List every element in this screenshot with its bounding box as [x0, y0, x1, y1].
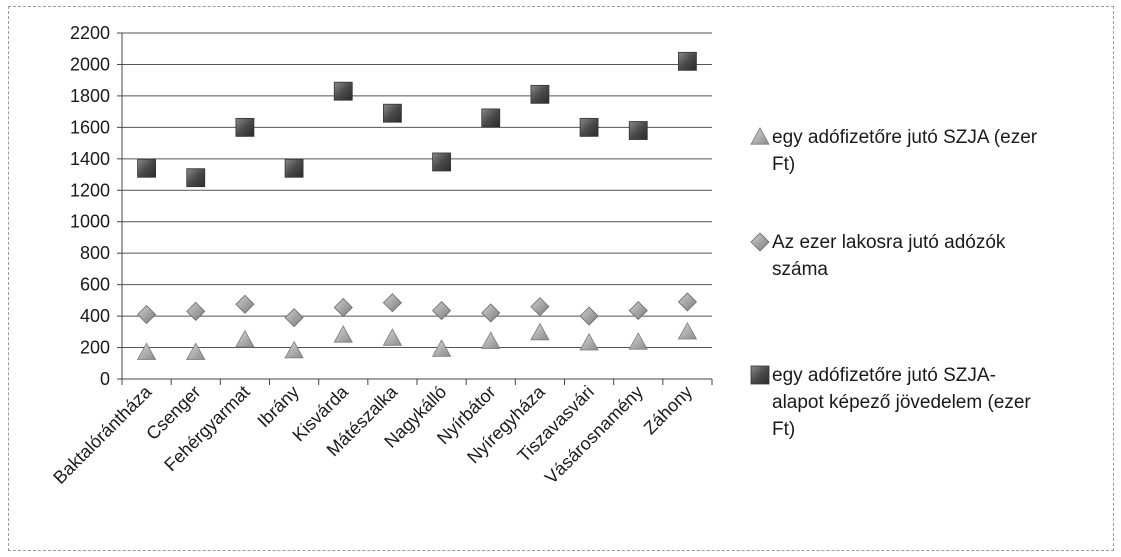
legend-label: száma: [772, 259, 828, 280]
data-point-square: [235, 117, 255, 137]
data-point-square: [137, 158, 156, 178]
data-point-diamond: [333, 297, 353, 318]
data-point-triangle: [677, 321, 698, 340]
data-point-diamond: [432, 301, 452, 321]
y-tick-label: 1400: [70, 149, 110, 169]
data-point-triangle: [284, 340, 304, 359]
data-point-diamond: [677, 292, 697, 312]
data-point-triangle: [382, 328, 403, 346]
y-tick-labels: 0 200 400 600 800 1000 1200 1400 1600 1800 2000 220…: [70, 23, 110, 389]
data-point-triangle: [136, 342, 157, 360]
data-point-triangle: [579, 333, 599, 351]
data-point-diamond: [235, 294, 255, 314]
data-point-triangle: [333, 325, 353, 343]
data-point-triangle: [481, 331, 501, 349]
y-tick-label: 400: [80, 306, 110, 326]
y-tick-label: 1600: [70, 117, 110, 137]
legend-marker-square: [750, 365, 770, 385]
axes: [117, 32, 713, 385]
y-tick-label: 1200: [70, 180, 110, 200]
gridlines: [122, 32, 712, 349]
legend-label: Ft): [772, 154, 795, 175]
data-point-square: [333, 81, 353, 101]
legend-label: alapot képező jövedelem (ezer: [772, 392, 1031, 413]
data-point-square: [678, 51, 697, 71]
data-markers: [136, 51, 698, 360]
data-point-diamond: [579, 306, 599, 326]
data-point-square: [432, 152, 451, 172]
data-point-diamond: [186, 301, 206, 321]
legend-label: Ft): [772, 419, 795, 440]
data-point-square: [628, 121, 648, 140]
x-tick-label: Záhony: [640, 382, 697, 439]
legend-label: egy adófizetőre jutó SZJA-: [772, 365, 996, 386]
legend-label: Az ezer lakosra jutó adózók: [772, 232, 1006, 253]
data-point-diamond: [530, 297, 550, 317]
y-tick-label: 2200: [70, 23, 110, 43]
y-tick-label: 1800: [70, 86, 110, 106]
y-tick-label: 600: [80, 275, 110, 295]
x-tick-label: Baktalórántháza: [49, 381, 156, 488]
legend-label: egy adófizetőre jutó SZJA (ezer: [772, 127, 1038, 148]
data-point-triangle: [186, 342, 206, 360]
data-point-triangle: [431, 339, 452, 357]
data-point-triangle: [235, 329, 255, 348]
legend-marker-triangle: [750, 127, 770, 145]
data-point-square: [284, 158, 304, 178]
y-tick-label: 0: [100, 369, 110, 389]
data-point-diamond: [481, 303, 501, 323]
legend: egy adófizetőre jutó SZJA (ezer Ft) Az eze…: [750, 127, 1038, 440]
y-tick-label: 2000: [70, 54, 110, 74]
data-point-diamond: [137, 304, 157, 325]
data-point-square: [579, 117, 599, 137]
data-point-diamond: [628, 301, 648, 321]
y-tick-label: 1000: [70, 212, 110, 232]
data-point-square: [186, 168, 206, 188]
data-point-diamond: [382, 293, 402, 313]
data-point-triangle: [628, 332, 648, 350]
y-tick-label: 200: [80, 338, 110, 358]
y-tick-label: 800: [80, 243, 110, 263]
x-tick-label: Fehérgyarmat: [160, 382, 253, 475]
data-point-square: [383, 103, 402, 123]
chart-frame: [8, 6, 1114, 551]
data-point-square: [530, 84, 550, 104]
data-point-triangle: [530, 322, 550, 341]
legend-marker-diamond: [750, 232, 770, 252]
data-point-square: [481, 108, 501, 128]
data-point-diamond: [284, 308, 304, 328]
